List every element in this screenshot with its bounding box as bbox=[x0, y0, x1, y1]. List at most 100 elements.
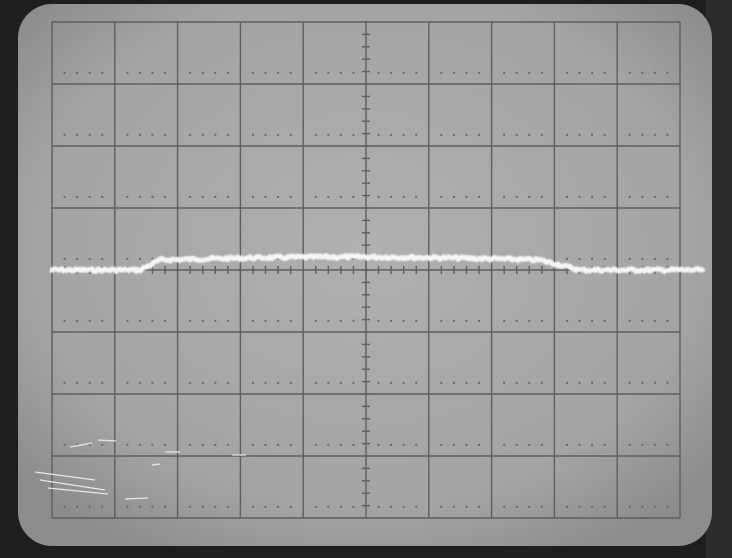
minor-dot bbox=[214, 133, 217, 136]
minor-dot bbox=[352, 505, 355, 508]
minor-dot bbox=[666, 319, 669, 322]
minor-dot bbox=[101, 195, 104, 198]
minor-dot bbox=[440, 71, 443, 74]
minor-dot bbox=[591, 381, 594, 384]
minor-dot bbox=[390, 71, 393, 74]
minor-dot bbox=[88, 381, 91, 384]
minor-dot bbox=[126, 505, 129, 508]
minor-dot bbox=[641, 319, 644, 322]
minor-dot bbox=[478, 443, 481, 446]
minor-dot bbox=[591, 505, 594, 508]
minor-dot bbox=[352, 443, 355, 446]
minor-dot bbox=[528, 71, 531, 74]
minor-dot bbox=[591, 133, 594, 136]
minor-dot bbox=[138, 133, 141, 136]
minor-dot bbox=[528, 443, 531, 446]
minor-dot bbox=[138, 505, 141, 508]
minor-dot bbox=[251, 195, 254, 198]
minor-dot bbox=[101, 505, 104, 508]
minor-dot bbox=[226, 381, 229, 384]
minor-dot bbox=[151, 71, 154, 74]
minor-dot bbox=[63, 133, 66, 136]
minor-dot bbox=[126, 319, 129, 322]
minor-dot bbox=[440, 443, 443, 446]
minor-dot bbox=[515, 195, 518, 198]
minor-dot bbox=[277, 443, 280, 446]
minor-dot bbox=[189, 381, 192, 384]
minor-dot bbox=[377, 133, 380, 136]
minor-dot bbox=[540, 319, 543, 322]
minor-dot bbox=[101, 71, 104, 74]
minor-dot bbox=[314, 133, 317, 136]
minor-dot bbox=[251, 71, 254, 74]
minor-dot bbox=[138, 71, 141, 74]
minor-dot bbox=[540, 443, 543, 446]
minor-dot bbox=[503, 133, 506, 136]
minor-dot bbox=[666, 195, 669, 198]
minor-dot bbox=[540, 381, 543, 384]
minor-dot bbox=[377, 381, 380, 384]
minor-dot bbox=[126, 195, 129, 198]
minor-dot bbox=[352, 71, 355, 74]
minor-dot bbox=[415, 381, 418, 384]
minor-dot bbox=[264, 71, 267, 74]
screen-reflections bbox=[34, 439, 246, 500]
minor-dot bbox=[628, 133, 631, 136]
minor-dot bbox=[289, 195, 292, 198]
minor-dot bbox=[528, 505, 531, 508]
minor-dot bbox=[264, 381, 267, 384]
minor-dot bbox=[515, 505, 518, 508]
minor-dot bbox=[327, 195, 330, 198]
minor-dot bbox=[189, 195, 192, 198]
minor-dot bbox=[63, 319, 66, 322]
minor-dot bbox=[653, 133, 656, 136]
minor-dot bbox=[189, 319, 192, 322]
minor-dot bbox=[628, 381, 631, 384]
minor-dot bbox=[591, 195, 594, 198]
minor-dot bbox=[390, 381, 393, 384]
minor-dot bbox=[666, 505, 669, 508]
minor-dot bbox=[226, 443, 229, 446]
minor-dot bbox=[478, 195, 481, 198]
reflection bbox=[39, 479, 106, 491]
minor-dot bbox=[138, 381, 141, 384]
minor-dot bbox=[76, 257, 79, 260]
minor-dot bbox=[63, 257, 66, 260]
minor-dot bbox=[578, 319, 581, 322]
minor-dot bbox=[528, 133, 531, 136]
minor-dot bbox=[452, 133, 455, 136]
minor-dot bbox=[377, 195, 380, 198]
minor-dot bbox=[164, 71, 167, 74]
minor-dot bbox=[314, 195, 317, 198]
minor-dot bbox=[189, 505, 192, 508]
minor-dot bbox=[352, 195, 355, 198]
minor-dot bbox=[277, 505, 280, 508]
minor-dot bbox=[666, 71, 669, 74]
minor-dot bbox=[402, 443, 405, 446]
minor-dot bbox=[452, 195, 455, 198]
minor-dot bbox=[314, 381, 317, 384]
minor-dot bbox=[201, 71, 204, 74]
minor-dot bbox=[377, 71, 380, 74]
minor-dot bbox=[515, 381, 518, 384]
minor-dot bbox=[352, 381, 355, 384]
minor-dot bbox=[402, 505, 405, 508]
minor-dot bbox=[277, 133, 280, 136]
minor-dot bbox=[402, 319, 405, 322]
minor-dot bbox=[591, 257, 594, 260]
minor-dot bbox=[88, 319, 91, 322]
minor-dot bbox=[503, 381, 506, 384]
minor-dot bbox=[277, 257, 280, 260]
minor-dot bbox=[565, 195, 568, 198]
reflection bbox=[34, 471, 96, 481]
minor-dot bbox=[653, 443, 656, 446]
minor-dot bbox=[201, 319, 204, 322]
minor-dot bbox=[591, 71, 594, 74]
minor-dot bbox=[465, 381, 468, 384]
minor-dot bbox=[289, 71, 292, 74]
minor-dot bbox=[151, 319, 154, 322]
minor-dot bbox=[339, 381, 342, 384]
minor-dot bbox=[603, 505, 606, 508]
